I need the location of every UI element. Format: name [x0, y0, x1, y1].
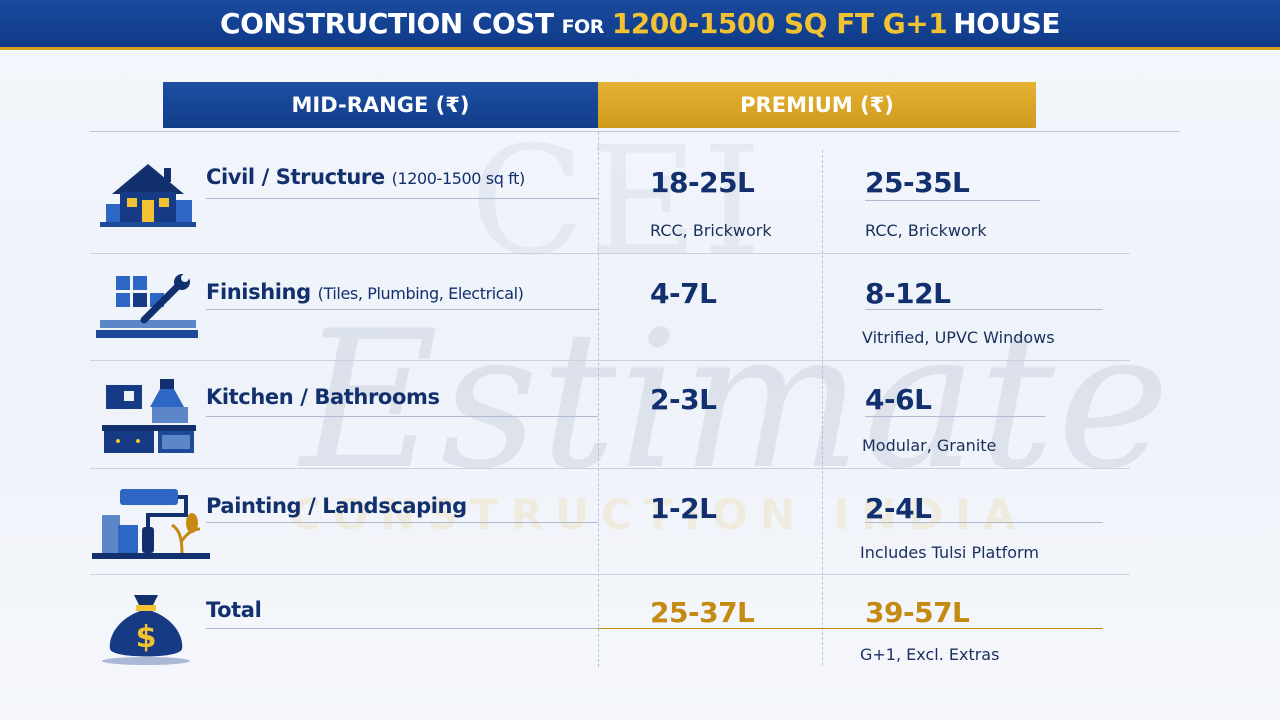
house-icon	[98, 160, 198, 235]
title-bar: CONSTRUCTION COST FOR 1200-1500 SQ FT G+1 H…	[0, 0, 1280, 50]
row-separator	[90, 253, 1130, 254]
column-header-premium: PREMIUM (₹)	[598, 82, 1036, 128]
title-main: CONSTRUCTION COST	[220, 7, 554, 40]
row-underline	[206, 198, 598, 199]
row-underline	[865, 309, 1103, 310]
tiles-wrench-icon	[96, 272, 200, 345]
total-underline	[598, 628, 1103, 629]
premium-note-kitchen: Modular, Granite	[862, 436, 997, 455]
row-label-finishing: Finishing (Tiles, Plumbing, Electrical)	[206, 280, 524, 304]
row-underline	[865, 522, 1103, 523]
column-divider-left	[598, 132, 599, 667]
premium-value-kitchen: 4-6L	[865, 383, 932, 416]
premium-value-painting: 2-4L	[865, 492, 932, 525]
row-label-kitchen: Kitchen / Bathrooms	[206, 385, 440, 409]
column-header-mid-range: MID-RANGE (₹)	[163, 82, 598, 128]
premium-value-finishing: 8-12L	[865, 277, 951, 310]
paint-roller-icon	[92, 485, 210, 566]
row-separator	[90, 574, 1130, 575]
title-size: 1200-1500 SQ FT G+1	[611, 7, 948, 40]
mid-value-kitchen: 2-3L	[650, 383, 717, 416]
kitchen-icon	[100, 377, 198, 462]
row-label-total: Total	[206, 598, 262, 622]
row-underline	[206, 416, 598, 417]
title-house: HOUSE	[953, 7, 1060, 40]
premium-note-finishing: Vitrified, UPVC Windows	[862, 328, 1055, 347]
mid-value-civil: 18-25L	[650, 166, 755, 199]
mid-note-civil: RCC, Brickwork	[650, 221, 772, 240]
premium-value-civil: 25-35L	[865, 166, 970, 199]
row-underline	[206, 309, 598, 310]
svg-text:$: $	[136, 620, 157, 655]
money-bag-icon: $	[100, 585, 192, 670]
row-underline	[206, 628, 598, 629]
premium-value-total: 39-57L	[865, 596, 970, 629]
row-separator	[90, 468, 1130, 469]
page-title: CONSTRUCTION COST FOR 1200-1500 SQ FT G+1 H…	[220, 7, 1060, 40]
header-divider	[90, 131, 1180, 132]
row-label-civil: Civil / Structure (1200-1500 sq ft)	[206, 165, 525, 189]
column-divider-right	[822, 150, 823, 665]
row-underline	[865, 200, 1040, 201]
premium-note-civil: RCC, Brickwork	[865, 221, 987, 240]
row-underline	[865, 416, 1045, 417]
premium-note-painting: Includes Tulsi Platform	[860, 543, 1039, 562]
mid-value-total: 25-37L	[650, 596, 755, 629]
title-for: FOR	[561, 16, 605, 38]
row-label-painting: Painting / Landscaping	[206, 494, 467, 518]
row-underline	[206, 522, 598, 523]
row-separator	[90, 360, 1130, 361]
watermark-logo: CEI	[470, 115, 766, 289]
premium-note-total: G+1, Excl. Extras	[860, 645, 1000, 664]
mid-value-painting: 1-2L	[650, 492, 717, 525]
mid-value-finishing: 4-7L	[650, 277, 717, 310]
